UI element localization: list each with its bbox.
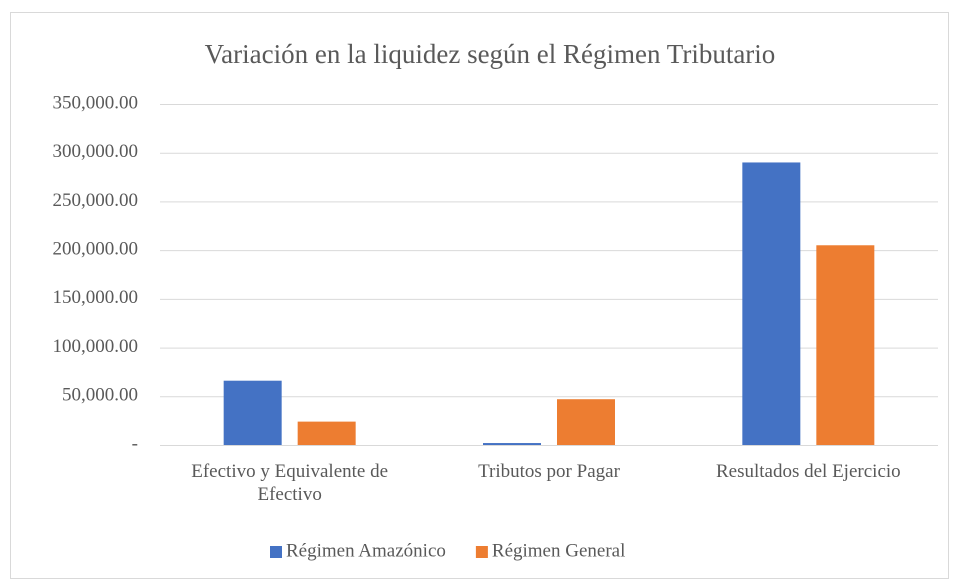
y-tick-label: 250,000.00 [53, 190, 139, 211]
x-tick-label: Efectivo y Equivalente de Efectivo [191, 461, 389, 505]
bar [223, 380, 282, 445]
chart-title: Variación en la liquidez según el Régime… [205, 39, 776, 69]
y-tick-label: 100,000.00 [53, 336, 139, 357]
y-tick-label: 300,000.00 [53, 141, 139, 162]
legend-swatch [475, 546, 488, 558]
bar [742, 162, 801, 445]
y-tick-label: - [132, 433, 138, 454]
y-tick-label: 50,000.00 [62, 385, 138, 406]
y-tick-label: 350,000.00 [53, 92, 139, 113]
y-tick-label: 150,000.00 [53, 287, 139, 308]
bar [297, 421, 356, 445]
x-tick-label: Tributos por Pagar [478, 461, 620, 482]
legend-label: Régimen General [492, 540, 625, 561]
legend-label: Régimen Amazónico [286, 540, 446, 561]
bar [816, 245, 875, 445]
y-tick-label: 200,000.00 [53, 239, 139, 260]
chart-border [10, 12, 949, 579]
legend-swatch [270, 546, 282, 558]
x-tick-label: Resultados del Ejercicio [715, 461, 901, 482]
bar [483, 443, 541, 445]
bar [557, 399, 615, 445]
